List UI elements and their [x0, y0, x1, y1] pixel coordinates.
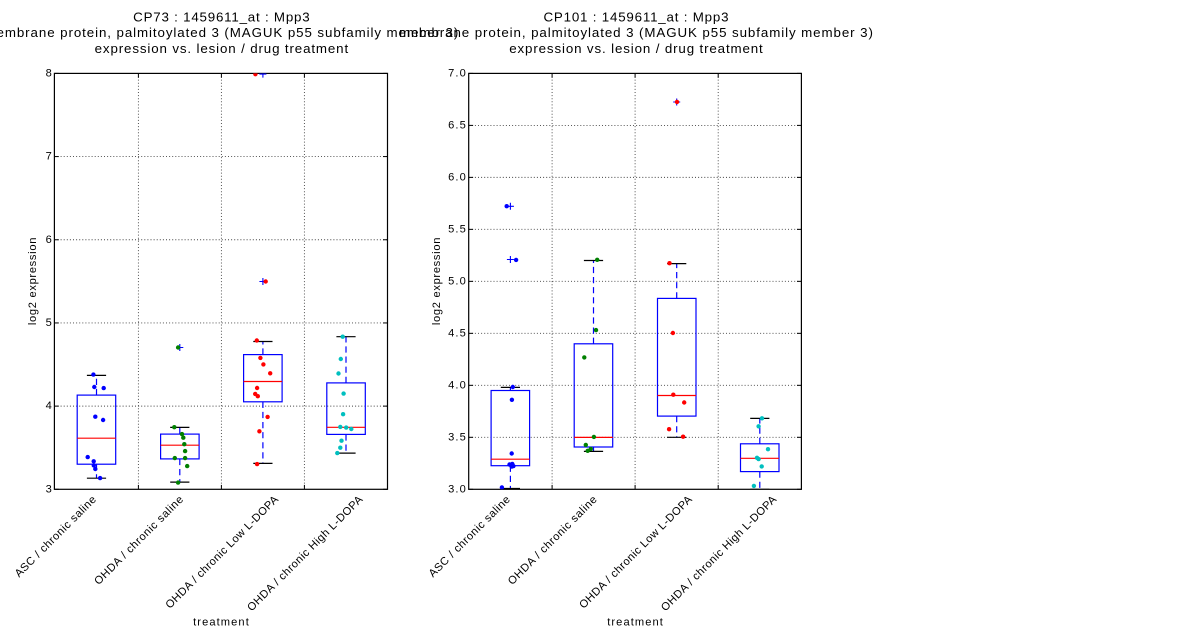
- svg-text:treatment: treatment: [193, 617, 249, 629]
- svg-text:expression vs. lesion / drug t: expression vs. lesion / drug treatment: [95, 41, 349, 56]
- svg-text:5.0: 5.0: [448, 275, 466, 287]
- svg-text:3: 3: [46, 483, 52, 495]
- svg-text:5.5: 5.5: [448, 223, 466, 235]
- svg-text:CP101 : 1459611_at : Mpp3: CP101 : 1459611_at : Mpp3: [544, 10, 729, 25]
- svg-text:3.5: 3.5: [448, 431, 466, 443]
- svg-text:CP73 : 1459611_at : Mpp3: CP73 : 1459611_at : Mpp3: [133, 10, 310, 25]
- svg-text:4.5: 4.5: [448, 327, 466, 339]
- svg-text:log2 expression: log2 expression: [431, 238, 443, 326]
- svg-text:6.0: 6.0: [448, 171, 466, 183]
- svg-text:expression vs. lesion / drug t: expression vs. lesion / drug treatment: [509, 41, 763, 56]
- svg-text:3.0: 3.0: [448, 483, 466, 495]
- svg-text:log2 expression: log2 expression: [27, 238, 39, 326]
- svg-text:7.0: 7.0: [448, 67, 466, 79]
- svg-text:7: 7: [46, 151, 52, 163]
- svg-text:6: 6: [46, 234, 52, 246]
- svg-text:membrane protein, palmitoylate: membrane protein, palmitoylated 3 (MAGUK…: [0, 25, 458, 40]
- svg-text:6.5: 6.5: [448, 119, 466, 131]
- svg-text:4.0: 4.0: [448, 379, 466, 391]
- svg-text:5: 5: [46, 317, 52, 329]
- svg-text:membrane protein, palmitoylate: membrane protein, palmitoylated 3 (MAGUK…: [399, 25, 873, 40]
- svg-text:8: 8: [46, 67, 52, 79]
- svg-text:treatment: treatment: [607, 617, 663, 629]
- svg-text:4: 4: [46, 400, 52, 412]
